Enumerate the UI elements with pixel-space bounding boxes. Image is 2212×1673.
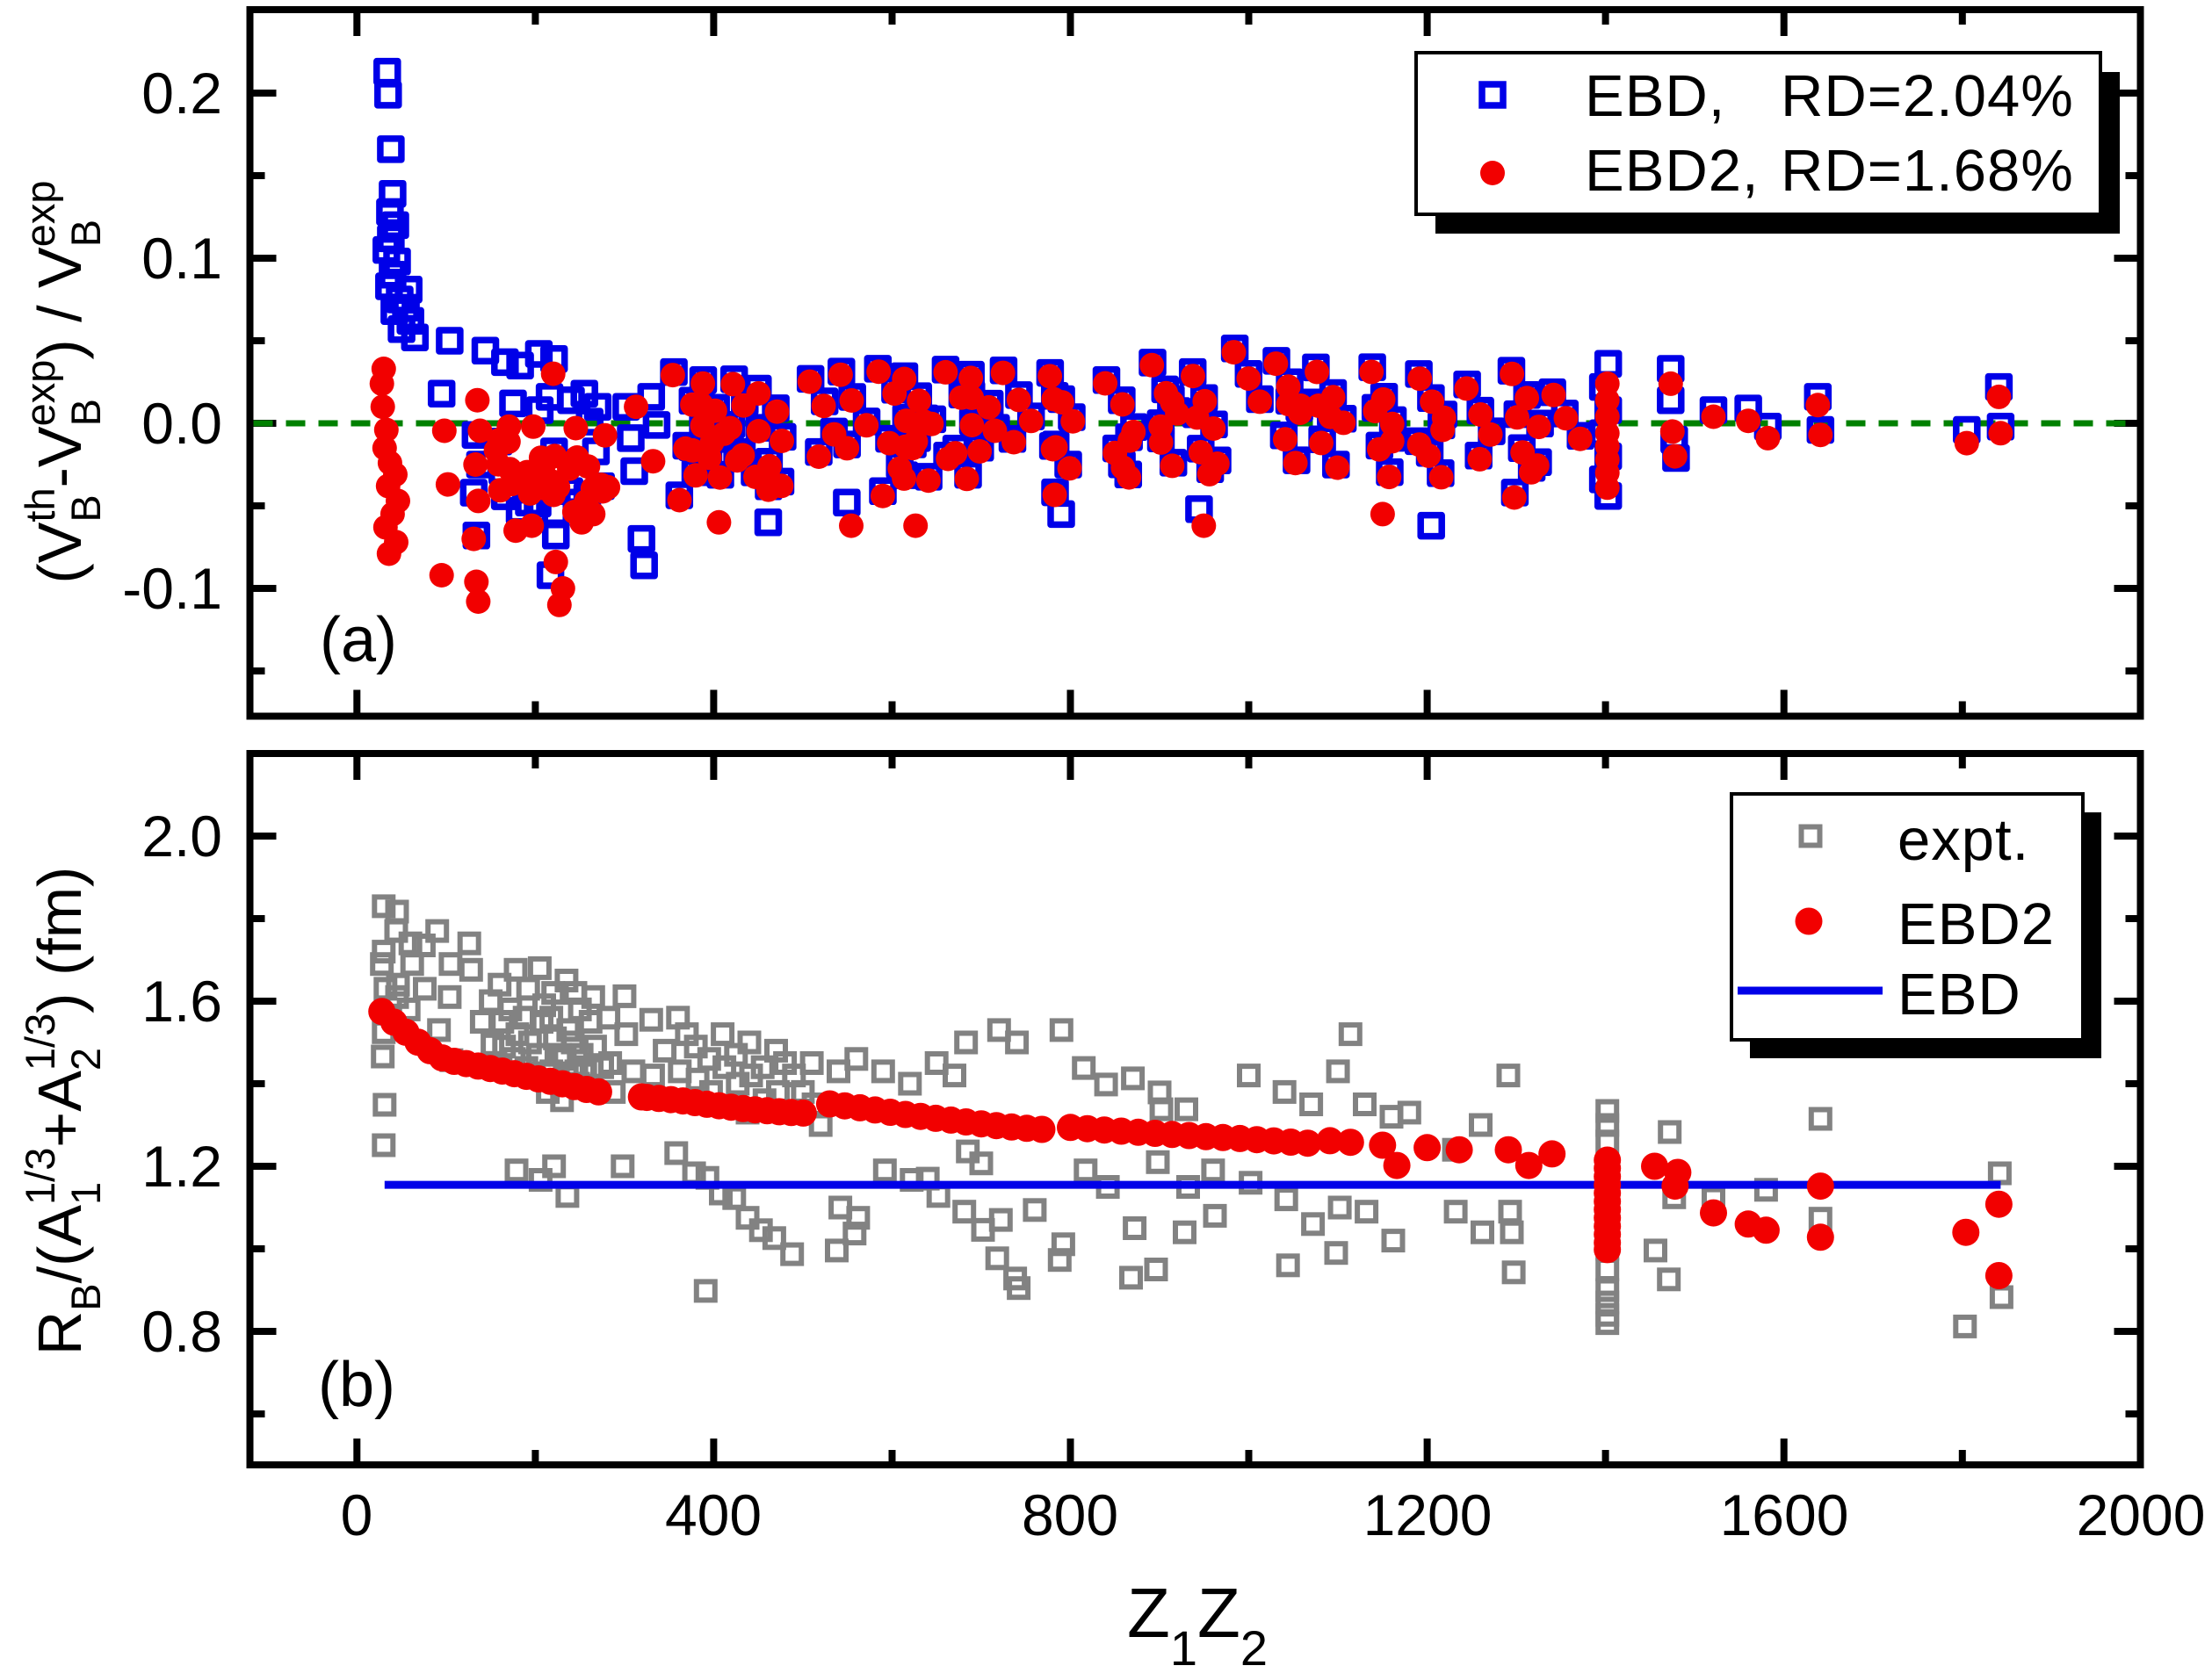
svg-text:+A: +A xyxy=(25,1071,94,1148)
svg-text:-0.1: -0.1 xyxy=(122,556,222,621)
svg-text:400: 400 xyxy=(665,1482,762,1547)
svg-text:EBD,: EBD, xyxy=(1585,63,1725,129)
svg-text:RD=1.68%: RD=1.68% xyxy=(1781,138,2074,204)
svg-text:-V: -V xyxy=(25,426,94,487)
svg-text:0.8: 0.8 xyxy=(141,1299,222,1364)
svg-text:1.2: 1.2 xyxy=(141,1134,222,1199)
svg-text:0.1: 0.1 xyxy=(141,226,222,291)
svg-text:(b): (b) xyxy=(318,1350,395,1420)
svg-text:EBD: EBD xyxy=(1898,962,2021,1028)
svg-text:0: 0 xyxy=(341,1482,373,1547)
svg-text:1/3: 1/3 xyxy=(17,1013,63,1071)
svg-text:R: R xyxy=(25,1311,94,1356)
svg-text:0.2: 0.2 xyxy=(141,61,222,126)
svg-text:800: 800 xyxy=(1022,1482,1118,1547)
svg-text:EBD2: EBD2 xyxy=(1898,891,2055,957)
svg-text:2.0: 2.0 xyxy=(141,804,222,869)
svg-text:exp: exp xyxy=(17,360,63,427)
svg-text:1: 1 xyxy=(62,1182,109,1205)
svg-text:2: 2 xyxy=(62,1048,109,1071)
svg-text:B: B xyxy=(62,220,109,247)
svg-text:RD=2.04%: RD=2.04% xyxy=(1781,63,2074,129)
svg-text:) / V: ) / V xyxy=(25,247,94,360)
svg-text:1.6: 1.6 xyxy=(141,969,222,1034)
svg-text:2000: 2000 xyxy=(2077,1482,2206,1547)
svg-text:B: B xyxy=(62,494,109,522)
svg-text:B: B xyxy=(62,399,109,426)
svg-text:1/3: 1/3 xyxy=(17,1148,63,1205)
svg-text:1200: 1200 xyxy=(1363,1482,1493,1547)
svg-text:0.0: 0.0 xyxy=(141,391,222,456)
svg-text:(a): (a) xyxy=(320,605,397,675)
svg-text:) (fm): ) (fm) xyxy=(25,867,94,1013)
svg-text:/(A: /(A xyxy=(25,1205,94,1284)
svg-text:th: th xyxy=(17,487,63,522)
svg-text:B: B xyxy=(62,1283,109,1310)
svg-text:(V: (V xyxy=(25,522,94,583)
svg-text:1600: 1600 xyxy=(1720,1482,1849,1547)
svg-text:expt.: expt. xyxy=(1898,807,2029,873)
svg-text:exp: exp xyxy=(17,180,63,247)
svg-text:EBD2,: EBD2, xyxy=(1585,138,1760,204)
